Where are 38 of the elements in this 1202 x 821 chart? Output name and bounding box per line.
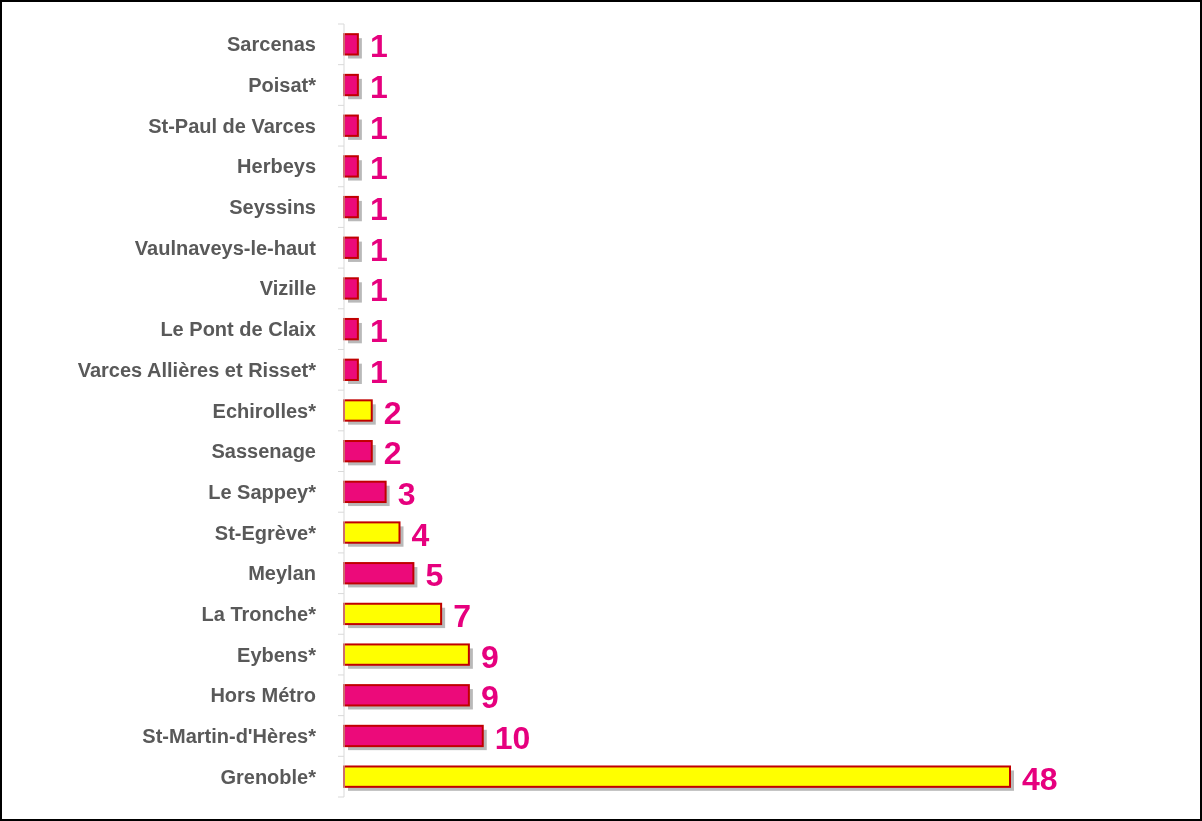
data-label: 2	[383, 435, 402, 472]
y-tick-label: Le Sappey*	[208, 480, 317, 503]
data-label: 1	[369, 191, 388, 228]
y-tick-label: Grenoble*	[220, 765, 317, 788]
y-tick-label: La Tronche*	[201, 602, 317, 625]
data-label: 9	[480, 638, 499, 675]
y-tick-label: Herbeys	[237, 155, 316, 178]
y-tick-label: Meylan	[248, 562, 316, 585]
y-tick-label: Varces Allières et Risset*	[77, 358, 317, 381]
y-tick-label: Vaulnaveys-le-haut	[134, 236, 317, 259]
data-label: 3	[397, 475, 416, 512]
y-tick-label: Sarcenas	[227, 33, 316, 56]
data-label: 48	[1022, 760, 1058, 797]
data-label: 2	[383, 394, 402, 431]
data-label: 1	[369, 69, 388, 106]
y-tick-label: Vizille	[259, 277, 316, 300]
y-tick-label: Le Pont de Claix	[160, 318, 316, 341]
data-label: 1	[369, 231, 388, 268]
data-label: 1	[369, 28, 388, 65]
data-label: 1	[369, 313, 388, 350]
data-label: 1	[369, 353, 388, 390]
y-tick-label: St-Martin-d'Hères*	[142, 724, 317, 747]
y-tick-label: Sassenage	[211, 440, 316, 463]
y-tick-label: St-Paul de Varces	[148, 114, 316, 137]
y-tick-label: St-Egrève*	[214, 521, 317, 544]
data-label: 5	[425, 557, 444, 594]
y-tick-label: Eybens*	[237, 643, 317, 666]
data-label: 4	[411, 516, 430, 553]
y-tick-label: Poisat*	[248, 74, 317, 97]
y-tick-label: Echirolles*	[212, 399, 317, 422]
data-label: 1	[369, 150, 388, 187]
data-label: 9	[480, 679, 499, 716]
data-label: 1	[369, 272, 388, 309]
y-tick-label: Seyssins	[229, 196, 316, 219]
y-tick-label: Hors Métro	[210, 684, 316, 707]
data-label: 10	[494, 719, 531, 756]
data-label: 1	[369, 109, 388, 146]
data-label: 7	[453, 597, 471, 634]
